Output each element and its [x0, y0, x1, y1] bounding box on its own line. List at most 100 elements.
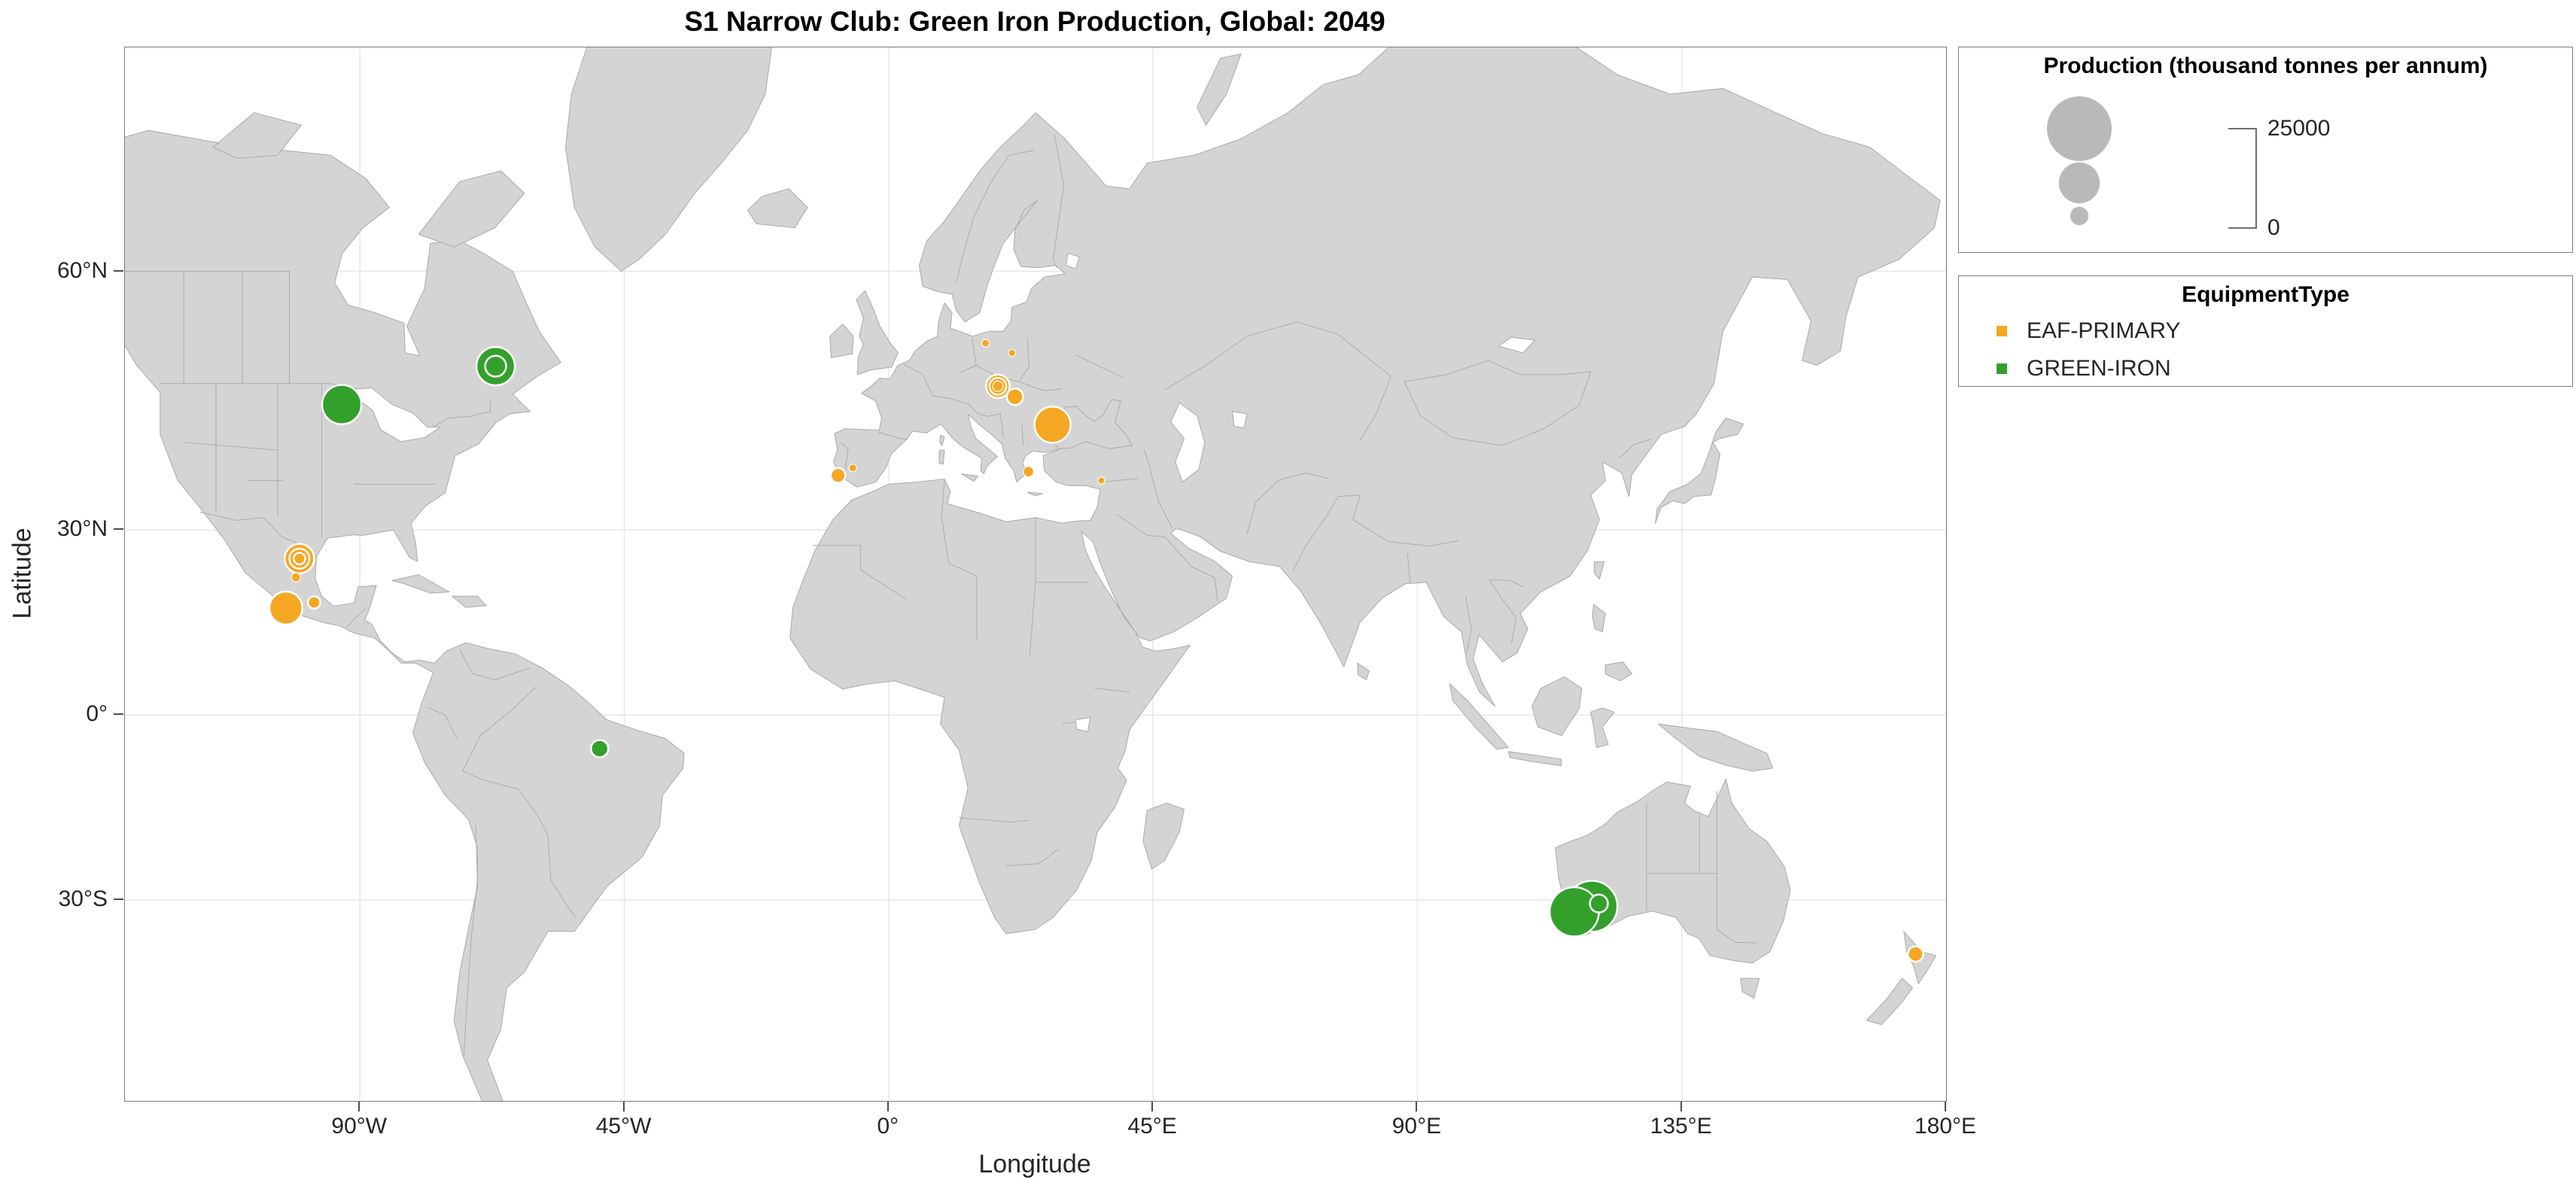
country-border: [346, 608, 366, 628]
legend-item: EAF-PRIMARY: [1959, 317, 2572, 345]
country-border: [812, 545, 907, 600]
size-legend-title: Production (thousand tonnes per annum): [2043, 53, 2488, 78]
x-tick-mark: [358, 1102, 360, 1111]
country-border: [959, 817, 1029, 823]
country-border: [932, 395, 969, 406]
country-border: [1005, 848, 1060, 866]
lake-polygon: [1497, 336, 1536, 354]
country-border: [1052, 133, 1065, 268]
country-border: [1404, 360, 1591, 382]
land-polygon: [1655, 418, 1744, 524]
legend-item: GREEN-IRON: [1959, 354, 2572, 383]
land-polygon: [1507, 751, 1562, 767]
land-polygon: [747, 188, 808, 229]
land-polygon: [125, 129, 685, 1101]
country-border: [1094, 687, 1130, 693]
country-border: [903, 363, 933, 397]
lake-polygon: [344, 388, 442, 442]
legend-swatch-green-iron: [1997, 363, 2007, 374]
y-tick-label: 30°N: [56, 516, 108, 542]
land-polygon: [1197, 53, 1242, 126]
land-polygon: [418, 170, 525, 248]
land-polygon: [1531, 676, 1583, 737]
x-tick-label: 45°E: [1127, 1114, 1177, 1139]
world-map: [125, 47, 1946, 1101]
y-tick-label: 0°: [86, 701, 108, 727]
land-polygon: [1658, 723, 1774, 772]
country-border: [1018, 381, 1063, 391]
x-tick-mark: [1416, 1102, 1418, 1111]
x-tick-mark: [622, 1102, 625, 1111]
country-border: [459, 649, 531, 680]
y-tick-mark: [114, 528, 123, 531]
x-tick-label: 0°: [877, 1114, 899, 1139]
y-tick-label: 60°N: [56, 257, 108, 283]
land-polygon: [1449, 683, 1509, 750]
country-border: [956, 150, 1035, 284]
production-bubble: [1033, 406, 1072, 444]
land-polygon: [452, 595, 487, 608]
country-border: [877, 431, 908, 440]
land-polygon: [1604, 661, 1632, 682]
production-bubble: [981, 339, 990, 348]
country-border: [184, 442, 278, 451]
production-bubble: [306, 595, 321, 610]
x-tick-label: 45°W: [595, 1114, 652, 1139]
y-axis-label: Latitude: [8, 528, 37, 619]
legend-item-label: GREEN-IRON: [2027, 356, 2171, 381]
size-legend-min-label: 0: [2267, 215, 2280, 240]
country-border: [1352, 494, 1459, 547]
size-legend-graphic: [2047, 96, 2257, 229]
size-legend-bubble: [2070, 206, 2089, 226]
production-bubble: [1023, 466, 1035, 478]
land-polygon: [939, 434, 945, 446]
production-bubble: [290, 572, 301, 582]
type-legend: EquipmentType EAF-PRIMARY GREEN-IRON: [1958, 275, 2573, 387]
type-legend-title: EquipmentType: [2182, 282, 2349, 307]
country-border: [1143, 449, 1153, 477]
country-border: [941, 480, 978, 640]
x-tick-label: 180°E: [1914, 1114, 1977, 1139]
production-bubble: [321, 384, 363, 425]
land-polygon: [212, 112, 302, 159]
x-axis-label: Longitude: [978, 1150, 1091, 1178]
land-polygon: [938, 449, 945, 465]
land-polygon: [565, 47, 772, 272]
country-border: [1359, 376, 1391, 442]
size-legend-bracket: [2228, 128, 2257, 229]
country-border: [1116, 513, 1218, 601]
production-bubble: [1906, 945, 1924, 963]
x-tick-label: 135°E: [1650, 1114, 1712, 1139]
country-border: [463, 824, 478, 1056]
land-polygon: [789, 47, 1941, 935]
country-border: [1464, 596, 1472, 653]
country-border: [1018, 337, 1029, 382]
x-tick-mark: [1945, 1102, 1946, 1111]
size-legend-bubble: [2047, 96, 2112, 161]
production-bubble: [1589, 893, 1609, 914]
production-bubble: [829, 467, 847, 484]
land-polygon: [856, 290, 899, 376]
x-tick-label: 90°E: [1391, 1114, 1442, 1139]
x-tick-mark: [887, 1102, 889, 1111]
lake-polygon: [1169, 402, 1206, 483]
country-border: [1103, 478, 1139, 482]
country-border: [462, 686, 576, 918]
lake-polygon: [1066, 252, 1081, 270]
country-border: [1489, 579, 1524, 588]
land-polygon: [829, 324, 854, 358]
x-tick-mark: [1151, 1102, 1154, 1111]
x-tick-label: 90°W: [331, 1114, 388, 1139]
country-border: [427, 707, 458, 739]
land-polygon: [961, 473, 978, 482]
production-bubble: [848, 464, 857, 473]
lake-polygon: [1075, 716, 1091, 732]
legend-swatch-eaf-primary: [1997, 326, 2007, 336]
production-bubble: [292, 552, 306, 566]
country-border: [1717, 929, 1757, 944]
land-polygon: [1142, 802, 1185, 870]
production-bubble: [484, 354, 507, 378]
plot-area: [124, 47, 1947, 1102]
land-polygon: [1866, 978, 1913, 1026]
country-border: [1489, 579, 1517, 644]
